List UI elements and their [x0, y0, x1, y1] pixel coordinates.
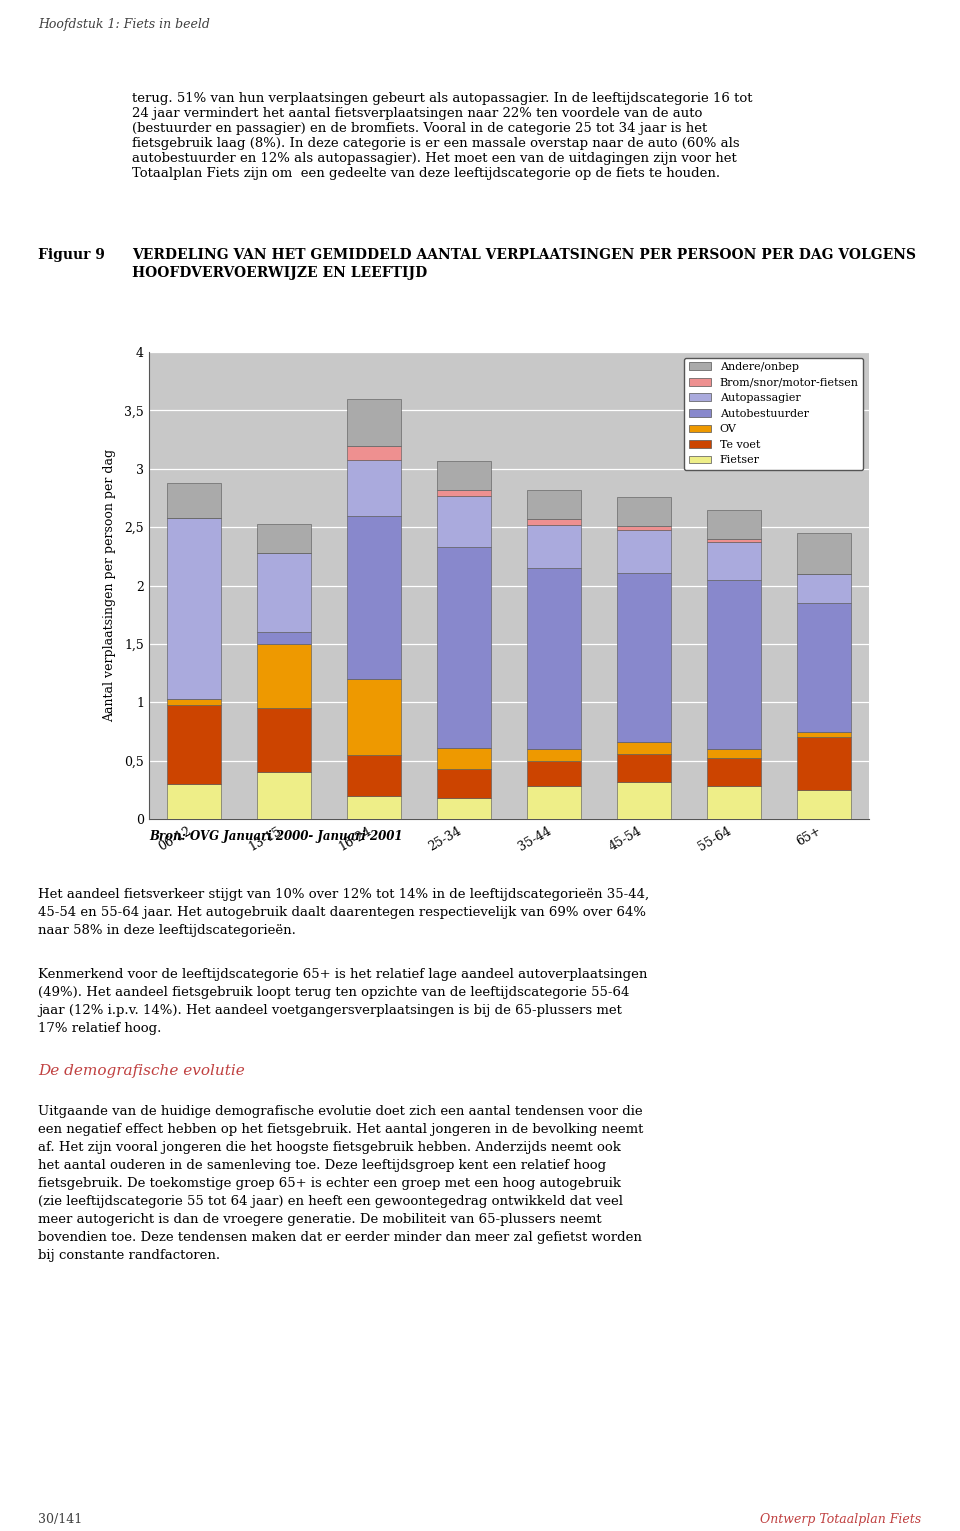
- Text: Kenmerkend voor de leeftijdscategorie 65+ is het relatief lage aandeel autoverpl: Kenmerkend voor de leeftijdscategorie 65…: [38, 968, 648, 1035]
- Bar: [527, 749, 581, 761]
- Bar: [167, 704, 221, 784]
- Bar: [437, 747, 491, 769]
- Bar: [707, 787, 760, 819]
- Text: Het aandeel fietsverkeer stijgt van 10% over 12% tot 14% in de leeftijdscategori: Het aandeel fietsverkeer stijgt van 10% …: [38, 888, 650, 937]
- Bar: [437, 496, 491, 547]
- Bar: [257, 645, 311, 709]
- Text: VERDELING VAN HET GEMIDDELD AANTAL VERPLAATSINGEN PER PERSOON PER DAG VOLGENS
HO: VERDELING VAN HET GEMIDDELD AANTAL VERPL…: [132, 248, 917, 280]
- Bar: [616, 782, 671, 819]
- Text: De demografische evolutie: De demografische evolutie: [38, 1064, 245, 1078]
- Bar: [797, 738, 851, 790]
- Bar: [616, 527, 671, 530]
- Bar: [347, 398, 401, 446]
- Bar: [707, 758, 760, 787]
- Bar: [707, 510, 760, 539]
- Bar: [797, 732, 851, 738]
- Bar: [167, 482, 221, 517]
- Bar: [167, 517, 221, 698]
- Bar: [707, 539, 760, 542]
- Bar: [707, 542, 760, 580]
- Text: Figuur 9: Figuur 9: [38, 248, 106, 262]
- Bar: [167, 698, 221, 704]
- Text: Uitgaande van de huidige demografische evolutie doet zich een aantal tendensen v: Uitgaande van de huidige demografische e…: [38, 1105, 644, 1263]
- Bar: [347, 459, 401, 516]
- Bar: [257, 553, 311, 632]
- Bar: [257, 632, 311, 645]
- Bar: [347, 796, 401, 819]
- Bar: [616, 498, 671, 527]
- Bar: [797, 574, 851, 603]
- Bar: [707, 580, 760, 749]
- Bar: [707, 749, 760, 758]
- Y-axis label: Aantal verplaatsingen per persoon per dag: Aantal verplaatsingen per persoon per da…: [103, 449, 116, 723]
- Bar: [527, 490, 581, 519]
- Text: Bron: OVG Januari 2000- Januari 2001: Bron: OVG Januari 2000- Januari 2001: [149, 830, 402, 842]
- Bar: [347, 755, 401, 796]
- Bar: [797, 790, 851, 819]
- Text: Hoofdstuk 1: Fiets in beeld: Hoofdstuk 1: Fiets in beeld: [38, 18, 210, 31]
- Bar: [437, 490, 491, 496]
- Bar: [167, 784, 221, 819]
- Bar: [437, 769, 491, 798]
- Bar: [797, 533, 851, 574]
- Bar: [437, 461, 491, 490]
- Bar: [347, 446, 401, 459]
- Bar: [527, 525, 581, 568]
- Bar: [257, 524, 311, 553]
- Bar: [616, 753, 671, 782]
- Bar: [437, 547, 491, 747]
- Bar: [797, 603, 851, 732]
- Bar: [527, 761, 581, 787]
- Bar: [616, 530, 671, 573]
- Text: 30/141: 30/141: [38, 1513, 83, 1525]
- Bar: [257, 709, 311, 772]
- Bar: [347, 516, 401, 678]
- Bar: [527, 568, 581, 749]
- Text: terug. 51% van hun verplaatsingen gebeurt als autopassagier. In de leeftijdscate: terug. 51% van hun verplaatsingen gebeur…: [132, 92, 753, 179]
- Bar: [616, 573, 671, 743]
- Bar: [437, 798, 491, 819]
- Bar: [527, 787, 581, 819]
- Text: Ontwerp Totaalplan Fiets: Ontwerp Totaalplan Fiets: [760, 1513, 922, 1525]
- Bar: [257, 772, 311, 819]
- Bar: [347, 678, 401, 755]
- Bar: [527, 519, 581, 525]
- Bar: [616, 743, 671, 753]
- Legend: Andere/onbep, Brom/snor/motor-fietsen, Autopassagier, Autobestuurder, OV, Te voe: Andere/onbep, Brom/snor/motor-fietsen, A…: [684, 358, 863, 470]
